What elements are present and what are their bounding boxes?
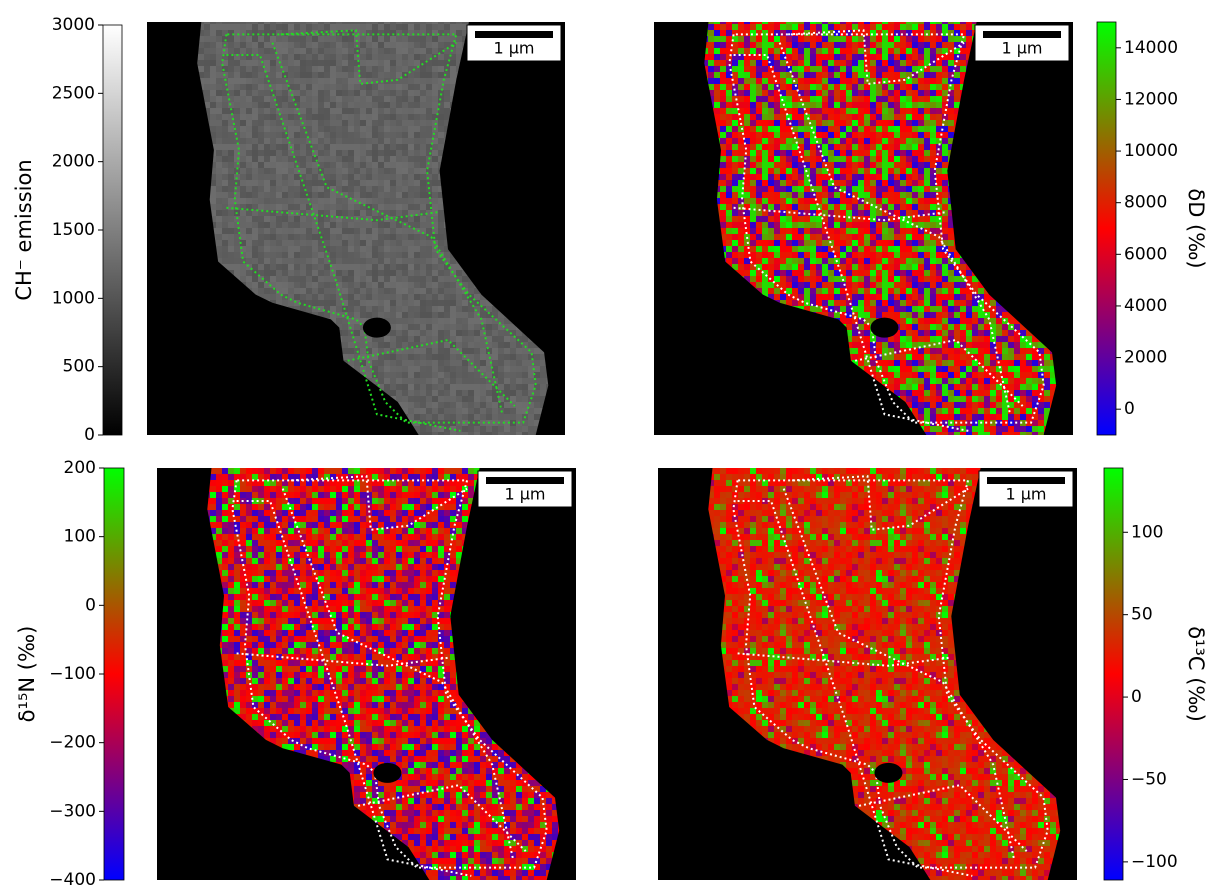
colorbar-tick-label: 1000 — [52, 288, 95, 308]
hole — [362, 317, 391, 338]
colorbar-tick-label: −300 — [49, 801, 96, 821]
scale-bar-label: 1 μm — [504, 485, 545, 504]
scale-bar — [983, 31, 1061, 38]
colorbar-tick-label: 2000 — [52, 152, 95, 172]
sample-map — [704, 22, 1057, 435]
sample-map — [197, 22, 549, 435]
roi-outline — [788, 29, 965, 86]
colorbar-tick-label: 8000 — [1124, 193, 1167, 213]
roi-outline — [226, 206, 440, 222]
colorbar-tick-label: 0 — [84, 425, 95, 445]
colorbar-tick-label: 10000 — [1124, 141, 1178, 161]
colorbar-tick-label: 0 — [1131, 687, 1142, 707]
colorbar-label: CH⁻ emission — [12, 159, 36, 300]
roi-outline — [347, 338, 516, 407]
colorbar-tick-label: −100 — [1131, 852, 1178, 872]
colorbar-tick-label: −400 — [49, 870, 96, 888]
colorbar-tick-label: −50 — [1131, 769, 1167, 789]
colorbar-tick-label: 200 — [64, 458, 96, 478]
hole — [874, 762, 903, 783]
colorbar — [1103, 467, 1124, 881]
roi-outline — [236, 652, 451, 667]
colorbar-tick-label: 2000 — [1124, 348, 1167, 368]
roi-outline — [291, 475, 468, 531]
scale-bar-label: 1 μm — [493, 39, 534, 58]
colorbar-tick-label: 6000 — [1124, 244, 1167, 264]
scale-bar — [987, 477, 1065, 484]
scale-bar-label: 1 μm — [1005, 485, 1046, 504]
hole — [373, 762, 402, 783]
colorbar — [102, 24, 123, 436]
roi-outline — [858, 784, 1028, 852]
colorbar — [103, 467, 125, 881]
roi-outline — [737, 652, 952, 667]
roi-outline — [778, 42, 1012, 415]
colorbar-tick-label: 50 — [1131, 605, 1153, 625]
colorbar-label: δ¹³C (‰) — [1184, 626, 1208, 722]
colorbar-label: δD (‰) — [1184, 188, 1208, 268]
sample-map — [207, 468, 560, 880]
colorbar-tick-label: 3000 — [52, 15, 95, 35]
hole — [870, 317, 899, 338]
roi-outline — [280, 29, 457, 86]
scale-bar-label: 1 μm — [1001, 39, 1042, 58]
colorbar-tick-label: 14000 — [1124, 38, 1178, 58]
colorbar-tick-label: 0 — [85, 595, 96, 615]
colorbar-tick-label: −100 — [49, 664, 96, 684]
colorbar-label: δ¹⁵N (‰) — [15, 626, 39, 723]
colorbar-tick-label: 4000 — [1124, 296, 1167, 316]
roi-outline — [357, 784, 527, 852]
scale-bar — [486, 477, 564, 484]
colorbar-tick-label: −200 — [49, 733, 96, 753]
colorbar — [1096, 21, 1117, 436]
roi-outline — [854, 338, 1024, 407]
colorbar-tick-label: 2500 — [52, 83, 95, 103]
roi-outline — [733, 54, 969, 432]
colorbar-tick-label: 500 — [63, 357, 95, 377]
colorbar-tick-label: 0 — [1124, 399, 1135, 419]
roi-outline — [732, 479, 1049, 869]
colorbar-tick-label: 100 — [64, 527, 96, 547]
roi-outline — [792, 475, 969, 531]
colorbar-tick-label: 1500 — [52, 220, 95, 240]
roi-outline — [231, 479, 548, 869]
colorbar-tick-label: 100 — [1131, 522, 1163, 542]
roi-outline — [733, 206, 948, 222]
sample-map — [708, 468, 1061, 880]
roi-outline — [271, 42, 504, 415]
scale-bar — [475, 31, 553, 38]
colorbar-tick-label: 12000 — [1124, 89, 1178, 109]
